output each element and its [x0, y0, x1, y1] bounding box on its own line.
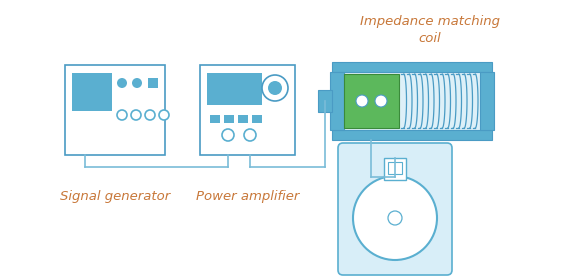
Bar — [332, 62, 492, 72]
Circle shape — [145, 110, 155, 120]
Circle shape — [244, 129, 256, 141]
Circle shape — [353, 176, 437, 260]
Bar — [72, 73, 112, 111]
Circle shape — [268, 81, 282, 95]
Circle shape — [132, 78, 142, 88]
Circle shape — [375, 95, 387, 107]
Bar — [252, 115, 262, 123]
FancyBboxPatch shape — [338, 143, 452, 275]
Text: Signal generator: Signal generator — [60, 190, 170, 203]
Text: Impedance matching: Impedance matching — [360, 15, 500, 28]
Bar — [318, 90, 332, 112]
Text: Power amplifier: Power amplifier — [196, 190, 299, 203]
Bar — [210, 115, 220, 123]
Bar — [238, 115, 248, 123]
Bar — [200, 65, 295, 155]
Bar — [224, 115, 234, 123]
Circle shape — [117, 110, 127, 120]
Circle shape — [131, 110, 141, 120]
Bar — [388, 162, 402, 174]
Bar — [207, 73, 262, 105]
Bar — [148, 78, 158, 88]
Circle shape — [356, 95, 368, 107]
Circle shape — [222, 129, 234, 141]
Bar — [344, 72, 480, 130]
Bar — [480, 72, 494, 130]
Bar — [344, 74, 399, 128]
Circle shape — [159, 110, 169, 120]
Bar — [332, 130, 492, 140]
Bar — [384, 158, 406, 180]
Bar — [65, 65, 165, 155]
Bar — [330, 72, 344, 130]
Circle shape — [388, 211, 402, 225]
Circle shape — [262, 75, 288, 101]
Circle shape — [117, 78, 127, 88]
Text: coil: coil — [418, 32, 441, 45]
